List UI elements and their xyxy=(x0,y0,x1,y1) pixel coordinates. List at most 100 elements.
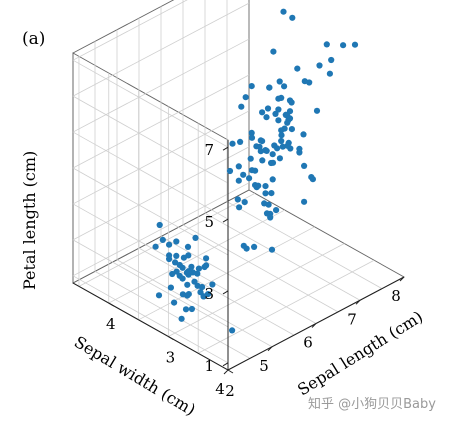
data-point xyxy=(255,182,262,189)
z-tick-label: 3 xyxy=(204,285,214,303)
data-point xyxy=(240,171,247,178)
grid-line-y-floor xyxy=(138,226,315,321)
z-axis-label: Petal length (cm) xyxy=(20,151,39,290)
data-point xyxy=(155,292,163,299)
y-tick-label: 3 xyxy=(166,349,176,367)
data-point xyxy=(229,327,236,334)
data-point xyxy=(180,254,187,261)
data-point xyxy=(272,110,279,117)
grid-line-x-floor xyxy=(226,201,383,289)
grid-line-x-floor xyxy=(138,247,295,336)
data-point xyxy=(200,293,207,300)
y-axis-label: Sepal width (cm) xyxy=(71,332,199,419)
data-point xyxy=(229,140,236,147)
data-point xyxy=(286,108,294,115)
y-tick-mark xyxy=(168,336,174,340)
z-tick-mark xyxy=(222,218,229,223)
data-point xyxy=(280,8,287,15)
data-point xyxy=(262,147,269,154)
data-point xyxy=(251,243,258,250)
data-point xyxy=(241,199,248,206)
data-point xyxy=(195,265,202,272)
y-tick-label: 2 xyxy=(225,382,235,400)
data-point xyxy=(169,270,176,278)
data-point xyxy=(166,241,173,248)
data-point xyxy=(209,281,216,288)
grid-line-z-side xyxy=(72,275,229,364)
grid-line-z-side xyxy=(72,95,229,184)
data-point xyxy=(184,281,191,288)
data-point xyxy=(289,14,296,21)
data-point xyxy=(259,109,266,116)
data-point xyxy=(281,83,288,90)
data-point xyxy=(248,134,256,141)
data-point xyxy=(281,125,288,132)
data-point xyxy=(284,142,291,149)
data-point xyxy=(247,155,254,162)
data-point xyxy=(166,252,173,259)
data-point xyxy=(268,190,275,197)
grid-line-z-back xyxy=(72,182,250,277)
data-point xyxy=(262,190,269,197)
data-point xyxy=(270,48,277,55)
data-point xyxy=(184,243,192,250)
data-point xyxy=(278,137,285,145)
data-point xyxy=(188,263,195,270)
data-point xyxy=(264,105,272,112)
gridlines xyxy=(72,0,383,364)
data-point xyxy=(176,261,183,269)
x-tick-label: 6 xyxy=(303,334,313,352)
data-point xyxy=(269,159,277,166)
data-point xyxy=(188,305,195,313)
data-point xyxy=(301,162,308,169)
x-tick-mark xyxy=(311,323,317,328)
data-point xyxy=(279,143,286,150)
data-point xyxy=(248,129,255,136)
z-tick-mark xyxy=(222,290,229,295)
z-tick-label: 1 xyxy=(204,357,214,375)
x-axis-label: Sepal length (cm) xyxy=(294,307,426,399)
x-tick-label: 8 xyxy=(391,287,401,305)
grid-line-x-floor xyxy=(94,271,251,359)
data-point xyxy=(185,268,192,275)
grid-line-z-side xyxy=(72,59,229,148)
data-point xyxy=(276,155,283,162)
data-point xyxy=(273,207,280,214)
grid-line-z-side xyxy=(72,203,229,292)
data-point xyxy=(194,282,201,289)
y-tick-mark xyxy=(227,369,234,374)
data-point xyxy=(192,234,199,241)
x-tick-label: 4 xyxy=(215,380,225,398)
data-point xyxy=(238,103,245,110)
grid-line-y-floor xyxy=(108,209,285,304)
data-point xyxy=(340,42,347,49)
data-point xyxy=(182,306,190,313)
data-point xyxy=(262,183,269,190)
grid-line-x-floor xyxy=(116,259,273,348)
grid-line-z-back xyxy=(72,0,188,61)
data-point xyxy=(248,83,255,90)
x-tick-mark xyxy=(399,276,405,282)
data-point xyxy=(235,163,242,170)
data-point xyxy=(301,198,308,205)
data-point xyxy=(156,221,163,229)
data-point xyxy=(268,246,276,253)
y-tick-mark xyxy=(108,302,115,307)
z-tick-label: 7 xyxy=(204,141,214,159)
data-point xyxy=(203,262,210,269)
data-point xyxy=(351,41,359,48)
z-tick-mark xyxy=(222,146,229,151)
data-point xyxy=(234,196,241,203)
grid-line-z-back xyxy=(72,74,250,169)
watermark: 知乎 @小狗贝贝Baby xyxy=(308,396,436,412)
data-point xyxy=(176,272,183,279)
grid-line-z-side xyxy=(72,131,229,220)
axis-lines xyxy=(72,140,405,375)
data-point xyxy=(276,78,283,85)
data-point xyxy=(159,236,166,243)
x-tick-mark xyxy=(355,299,361,305)
data-point xyxy=(242,94,249,101)
data-point xyxy=(269,151,276,158)
data-point xyxy=(178,315,185,322)
